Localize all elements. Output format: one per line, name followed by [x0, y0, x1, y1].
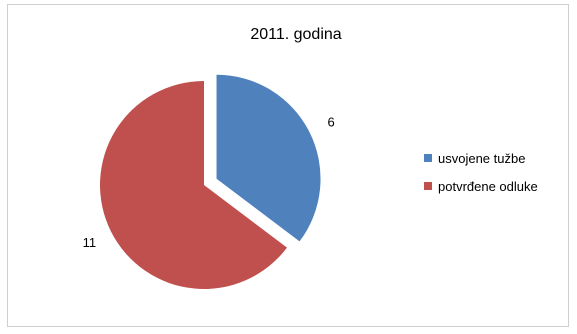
legend-label-1: usvojene tužbe [438, 151, 525, 166]
legend-label-2: potvrđene odluke [438, 179, 538, 194]
pie-slice-2 [99, 81, 287, 289]
chart-title: 2011. godina [250, 26, 341, 43]
pie-slices [99, 74, 321, 289]
legend: usvojene tužbe potvrđene odluke [424, 151, 538, 194]
data-label-2: 11 [83, 235, 97, 250]
legend-swatch-2 [424, 182, 432, 190]
data-labels: 6 11 [83, 115, 335, 250]
pie-slice-1 [216, 74, 321, 242]
data-label-1: 6 [327, 115, 334, 130]
legend-swatch-1 [424, 154, 432, 162]
